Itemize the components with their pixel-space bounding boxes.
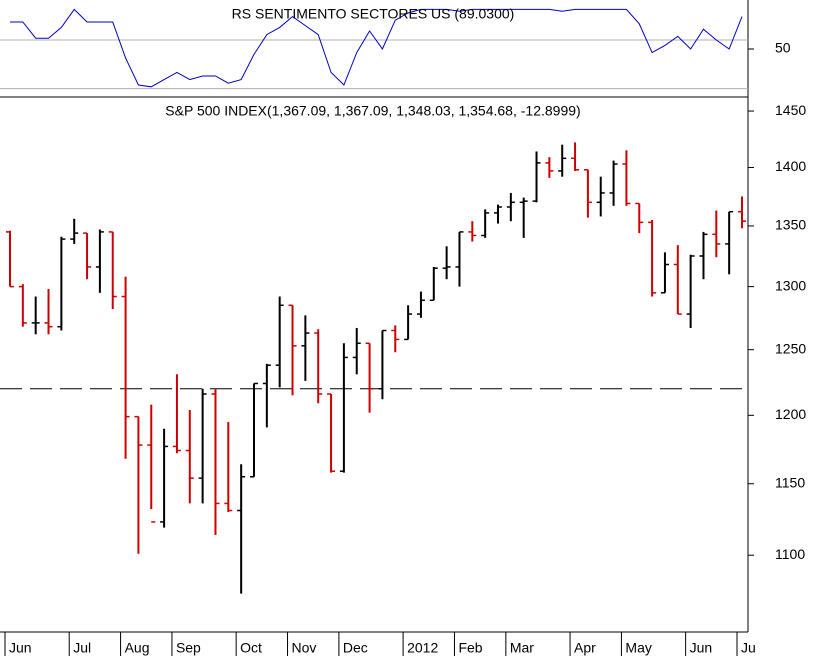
x-tick-label: Feb	[458, 640, 482, 656]
x-tick-label: Aug	[125, 640, 150, 656]
y-tick-label: 1350	[775, 217, 806, 233]
x-tick-label: Sep	[176, 640, 201, 656]
x-tick-label: 2012	[407, 640, 438, 656]
x-tick-label: Dec	[343, 640, 368, 656]
x-tick-label: Oct	[240, 640, 262, 656]
y-tick-label: 1450	[775, 102, 806, 118]
y-tick-label: 1250	[775, 340, 806, 356]
y-tick-label: 1200	[775, 406, 806, 422]
y-tick-label: 50	[775, 40, 791, 56]
x-tick-label: Jul	[73, 640, 91, 656]
x-tick-label: Nov	[292, 640, 317, 656]
y-tick-label: 1400	[775, 158, 806, 174]
x-tick-label: Ju	[741, 640, 756, 656]
y-tick-label: 1150	[775, 474, 805, 490]
x-tick-label: Mar	[510, 640, 534, 656]
x-tick-label: Jun	[690, 640, 713, 656]
x-tick-label: May	[625, 640, 651, 656]
x-tick-label: Jun	[9, 640, 32, 656]
pane-title: S&P 500 INDEX(1,367.09, 1,367.09, 1,348.…	[165, 103, 580, 119]
sentiment-line	[10, 8, 743, 88]
y-tick-label: 1300	[775, 277, 806, 293]
y-tick-label: 1100	[775, 546, 805, 562]
x-tick-label: Apr	[574, 640, 596, 656]
pane-title: RS SENTIMENTO SECTORES US (89.0300)	[232, 6, 515, 22]
